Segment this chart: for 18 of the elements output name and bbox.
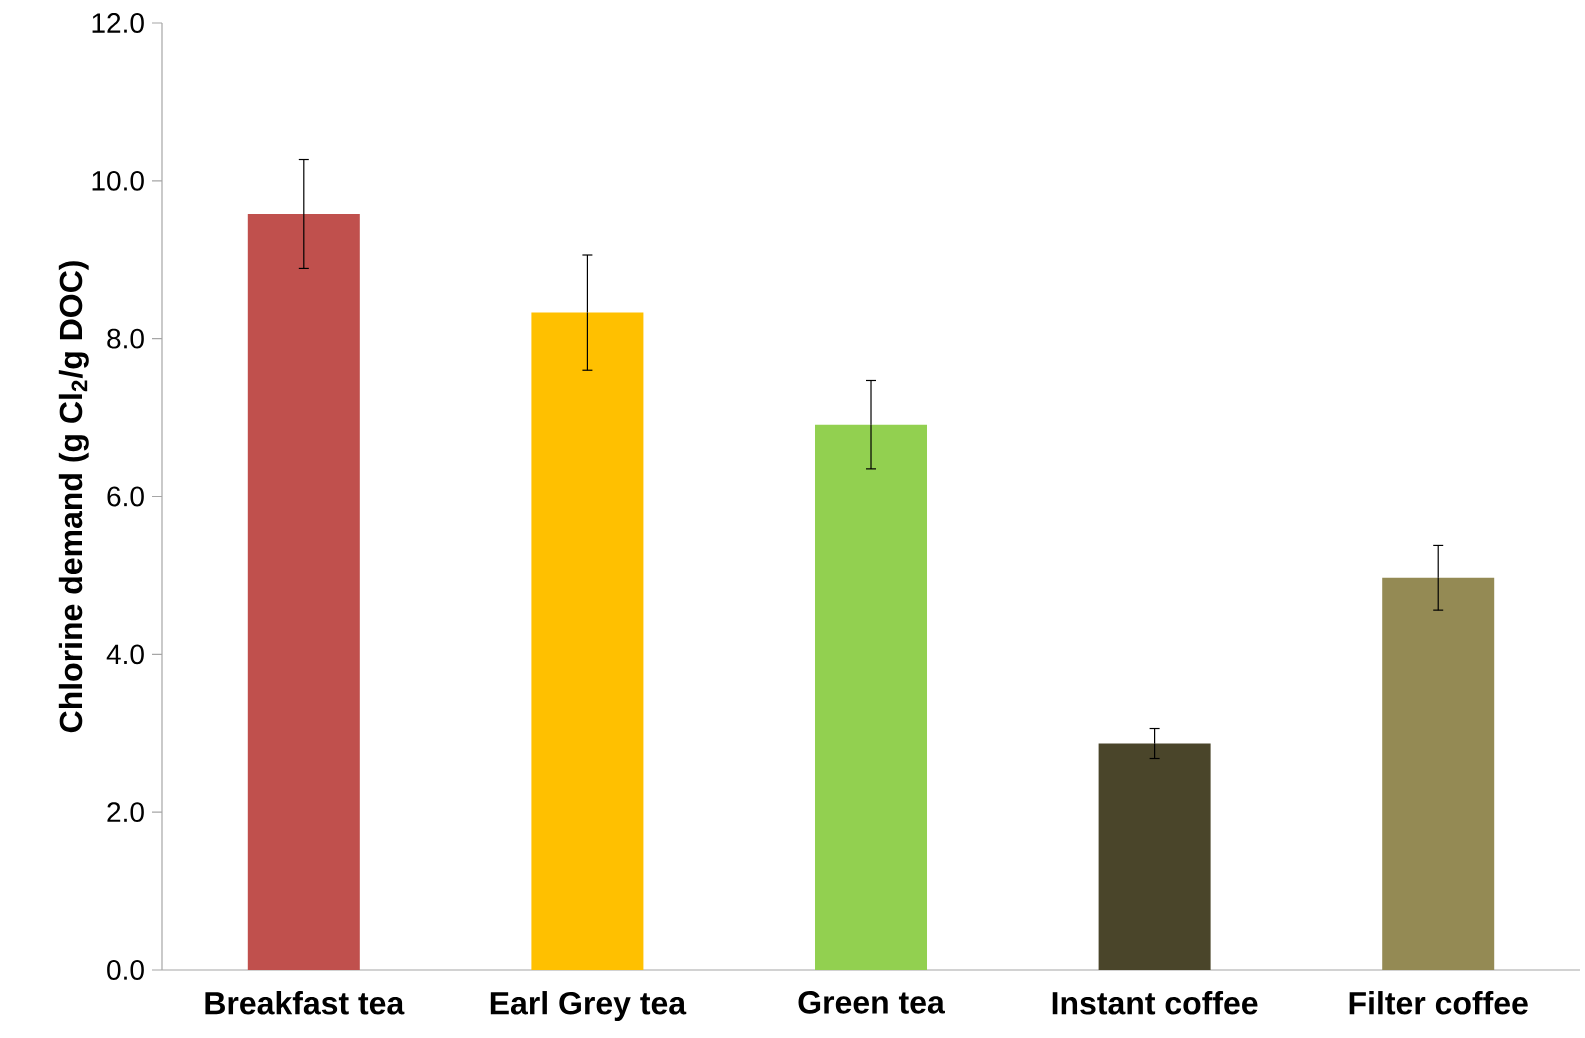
- y-tick-label: 10.0: [92, 170, 144, 191]
- y-tick-label: 12.0: [92, 13, 144, 33]
- x-tick-label: Filter coffee: [1349, 991, 1528, 1015]
- y-tick-label: 0.0: [107, 960, 144, 980]
- x-tick-label: Instant coffee: [1052, 991, 1258, 1015]
- x-tick-label: Green tea: [798, 991, 945, 1014]
- bar: [815, 424, 928, 970]
- y-axis-title: Chlorine demand (g Cl$_{2}$/g DOC): [58, 261, 89, 733]
- x-tick-label: Breakfast tea: [205, 991, 405, 1015]
- bar: [531, 312, 644, 970]
- y-tick-label: 4.0: [106, 644, 144, 665]
- bar: [247, 213, 360, 970]
- y-tick-label: 6.0: [107, 486, 144, 507]
- bar: [1098, 743, 1211, 970]
- y-tick-label: 2.0: [107, 802, 144, 823]
- y-tick-label: 8.0: [107, 328, 144, 349]
- bar: [1382, 577, 1495, 970]
- x-tick-label: Earl Grey tea: [490, 991, 687, 1021]
